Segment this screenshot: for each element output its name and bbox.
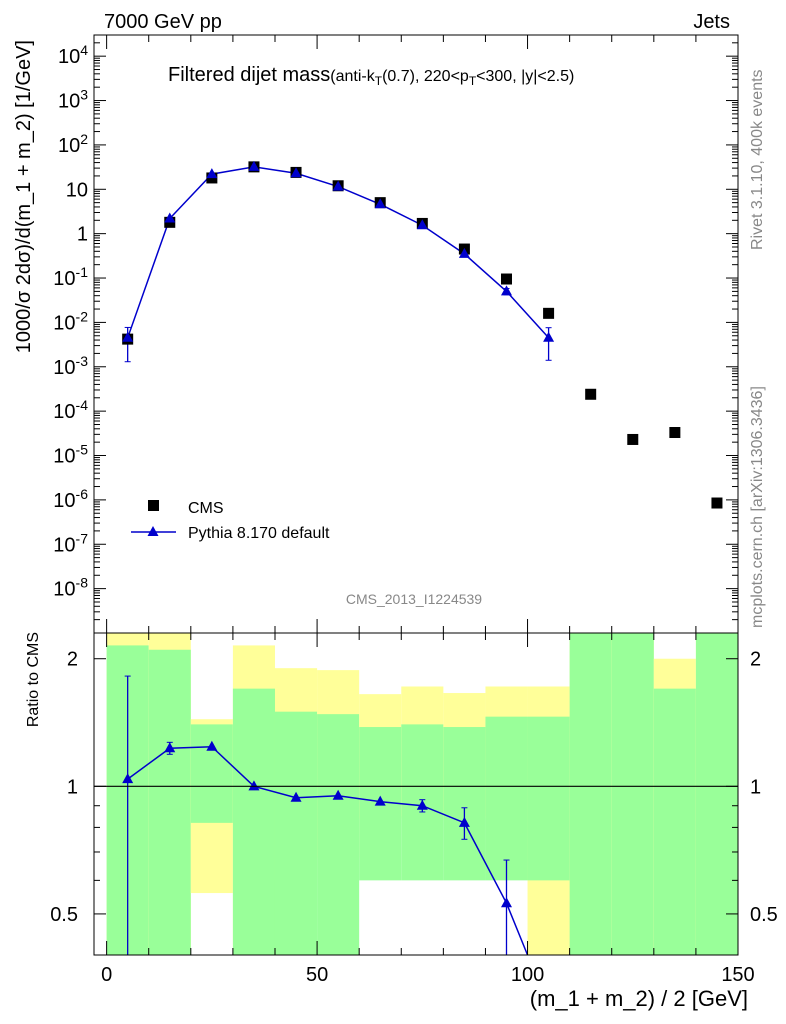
cms-point	[711, 497, 723, 509]
watermark: CMS_2013_I1224539	[346, 591, 482, 607]
ratio-point	[248, 780, 260, 791]
main-y-tick-label: 10-8​	[53, 575, 88, 601]
pythia-point	[332, 180, 344, 191]
cms-point	[585, 388, 597, 400]
ratio-y-axis-label: Ratio to CMS	[25, 632, 42, 727]
ratio-band-green	[443, 727, 486, 881]
pythia-point	[543, 331, 555, 342]
legend-pythia-marker	[147, 526, 159, 536]
mcplots-label: mcplots.cern.ch [arXiv:1306.3436]	[749, 386, 766, 628]
cms-point	[500, 273, 512, 285]
legend-cms-marker	[148, 500, 159, 511]
pythia-point	[164, 212, 176, 223]
ratio-band-green	[653, 688, 696, 955]
ratio-band-green	[148, 649, 191, 955]
ratio-y-tick-label: 0.5	[750, 904, 778, 926]
main-y-tick-label: 10-4​	[53, 397, 88, 423]
ratio-y-tick-label: 0.5	[50, 904, 78, 926]
ratio-band-green	[190, 724, 233, 823]
ratio-band-green	[527, 716, 570, 881]
ratio-point	[122, 773, 134, 784]
ratio-y-tick-label: 1	[750, 776, 761, 798]
ratio-point	[500, 897, 512, 908]
main-y-tick-label: 102​	[58, 131, 88, 157]
main-plot-frame	[93, 34, 739, 634]
ratio-panel: 0 50 100 150 0.5 0.5 1 1 2 2 Ratio to CMS (m_1 +…	[25, 632, 778, 1011]
main-panel: 10-8​ 10-7​ 10-6​ 10-5​ 10-4​ 10-3​ 10-2​ 10-1​…	[13, 34, 739, 634]
ratio-band-green	[695, 633, 738, 955]
x-tick-label: 0	[101, 964, 112, 986]
ratio-point	[416, 799, 428, 810]
main-y-tick-label: 10-7​	[53, 530, 88, 556]
ratio-band-green	[274, 711, 318, 955]
ratio-band-green	[317, 714, 360, 955]
pythia-point	[248, 160, 260, 171]
pythia-line	[126, 166, 550, 339]
ratio-point	[290, 791, 302, 802]
main-y-tick-label: 103​	[58, 87, 88, 113]
ratio-y-tick-label: 1	[67, 776, 78, 798]
pythia-point	[416, 219, 428, 230]
ratio-point	[164, 742, 176, 753]
legend-pythia-label: Pythia 8.170 default	[188, 525, 330, 542]
cms-point	[543, 307, 555, 319]
cms-point	[669, 427, 681, 439]
pythia-point	[374, 198, 386, 209]
x-tick-label: 150	[721, 964, 754, 986]
pythia-point	[122, 331, 134, 342]
ratio-band-green	[611, 633, 654, 955]
ratio-point	[458, 816, 470, 827]
ratio-y-tick-label: 2	[67, 649, 78, 671]
ratio-band-green	[485, 716, 528, 881]
chart-title: Filtered dijet mass(anti-kT​(0.7), 220<p…	[168, 64, 574, 88]
main-y-tick-label: 104​	[58, 42, 88, 68]
ratio-point	[332, 789, 344, 800]
ratio-point	[374, 795, 386, 806]
ratio-band-green	[232, 688, 275, 955]
ratio-plot-frame	[93, 632, 739, 956]
cms-point	[627, 433, 639, 445]
pythia-point	[290, 167, 302, 178]
header-right: Jets	[693, 11, 730, 33]
pythia-point	[458, 247, 470, 258]
x-axis-label: (m_1 + m_2) / 2 [GeV]	[530, 986, 748, 1011]
pythia-point	[500, 285, 512, 296]
ratio-point	[206, 740, 218, 751]
main-y-axis-label: 1000/σ 2dσ)/d(m_1 + m_2) [1/GeV]	[13, 40, 35, 353]
main-y-tick-label: 10-5​	[53, 442, 88, 468]
main-y-tick-label: 10-1​	[53, 264, 88, 290]
main-y-tick-label: 10	[66, 179, 88, 201]
ratio-band-green	[569, 633, 612, 955]
ratio-y-tick-label: 2	[750, 649, 761, 671]
x-tick-label: 50	[306, 964, 328, 986]
legend-cms-label: CMS	[188, 500, 224, 517]
main-y-tick-label: 10-6​	[53, 486, 88, 512]
pythia-point	[206, 168, 218, 179]
rivet-label: Rivet 3.1.10, 400k events	[749, 69, 766, 250]
header-left: 7000 GeV pp	[104, 11, 222, 33]
main-y-tick-label: 1	[77, 224, 88, 246]
main-y-tick-label: 10-2​	[53, 308, 88, 334]
x-tick-label: 100	[511, 964, 544, 986]
main-y-tick-label: 10-3​	[53, 353, 88, 379]
